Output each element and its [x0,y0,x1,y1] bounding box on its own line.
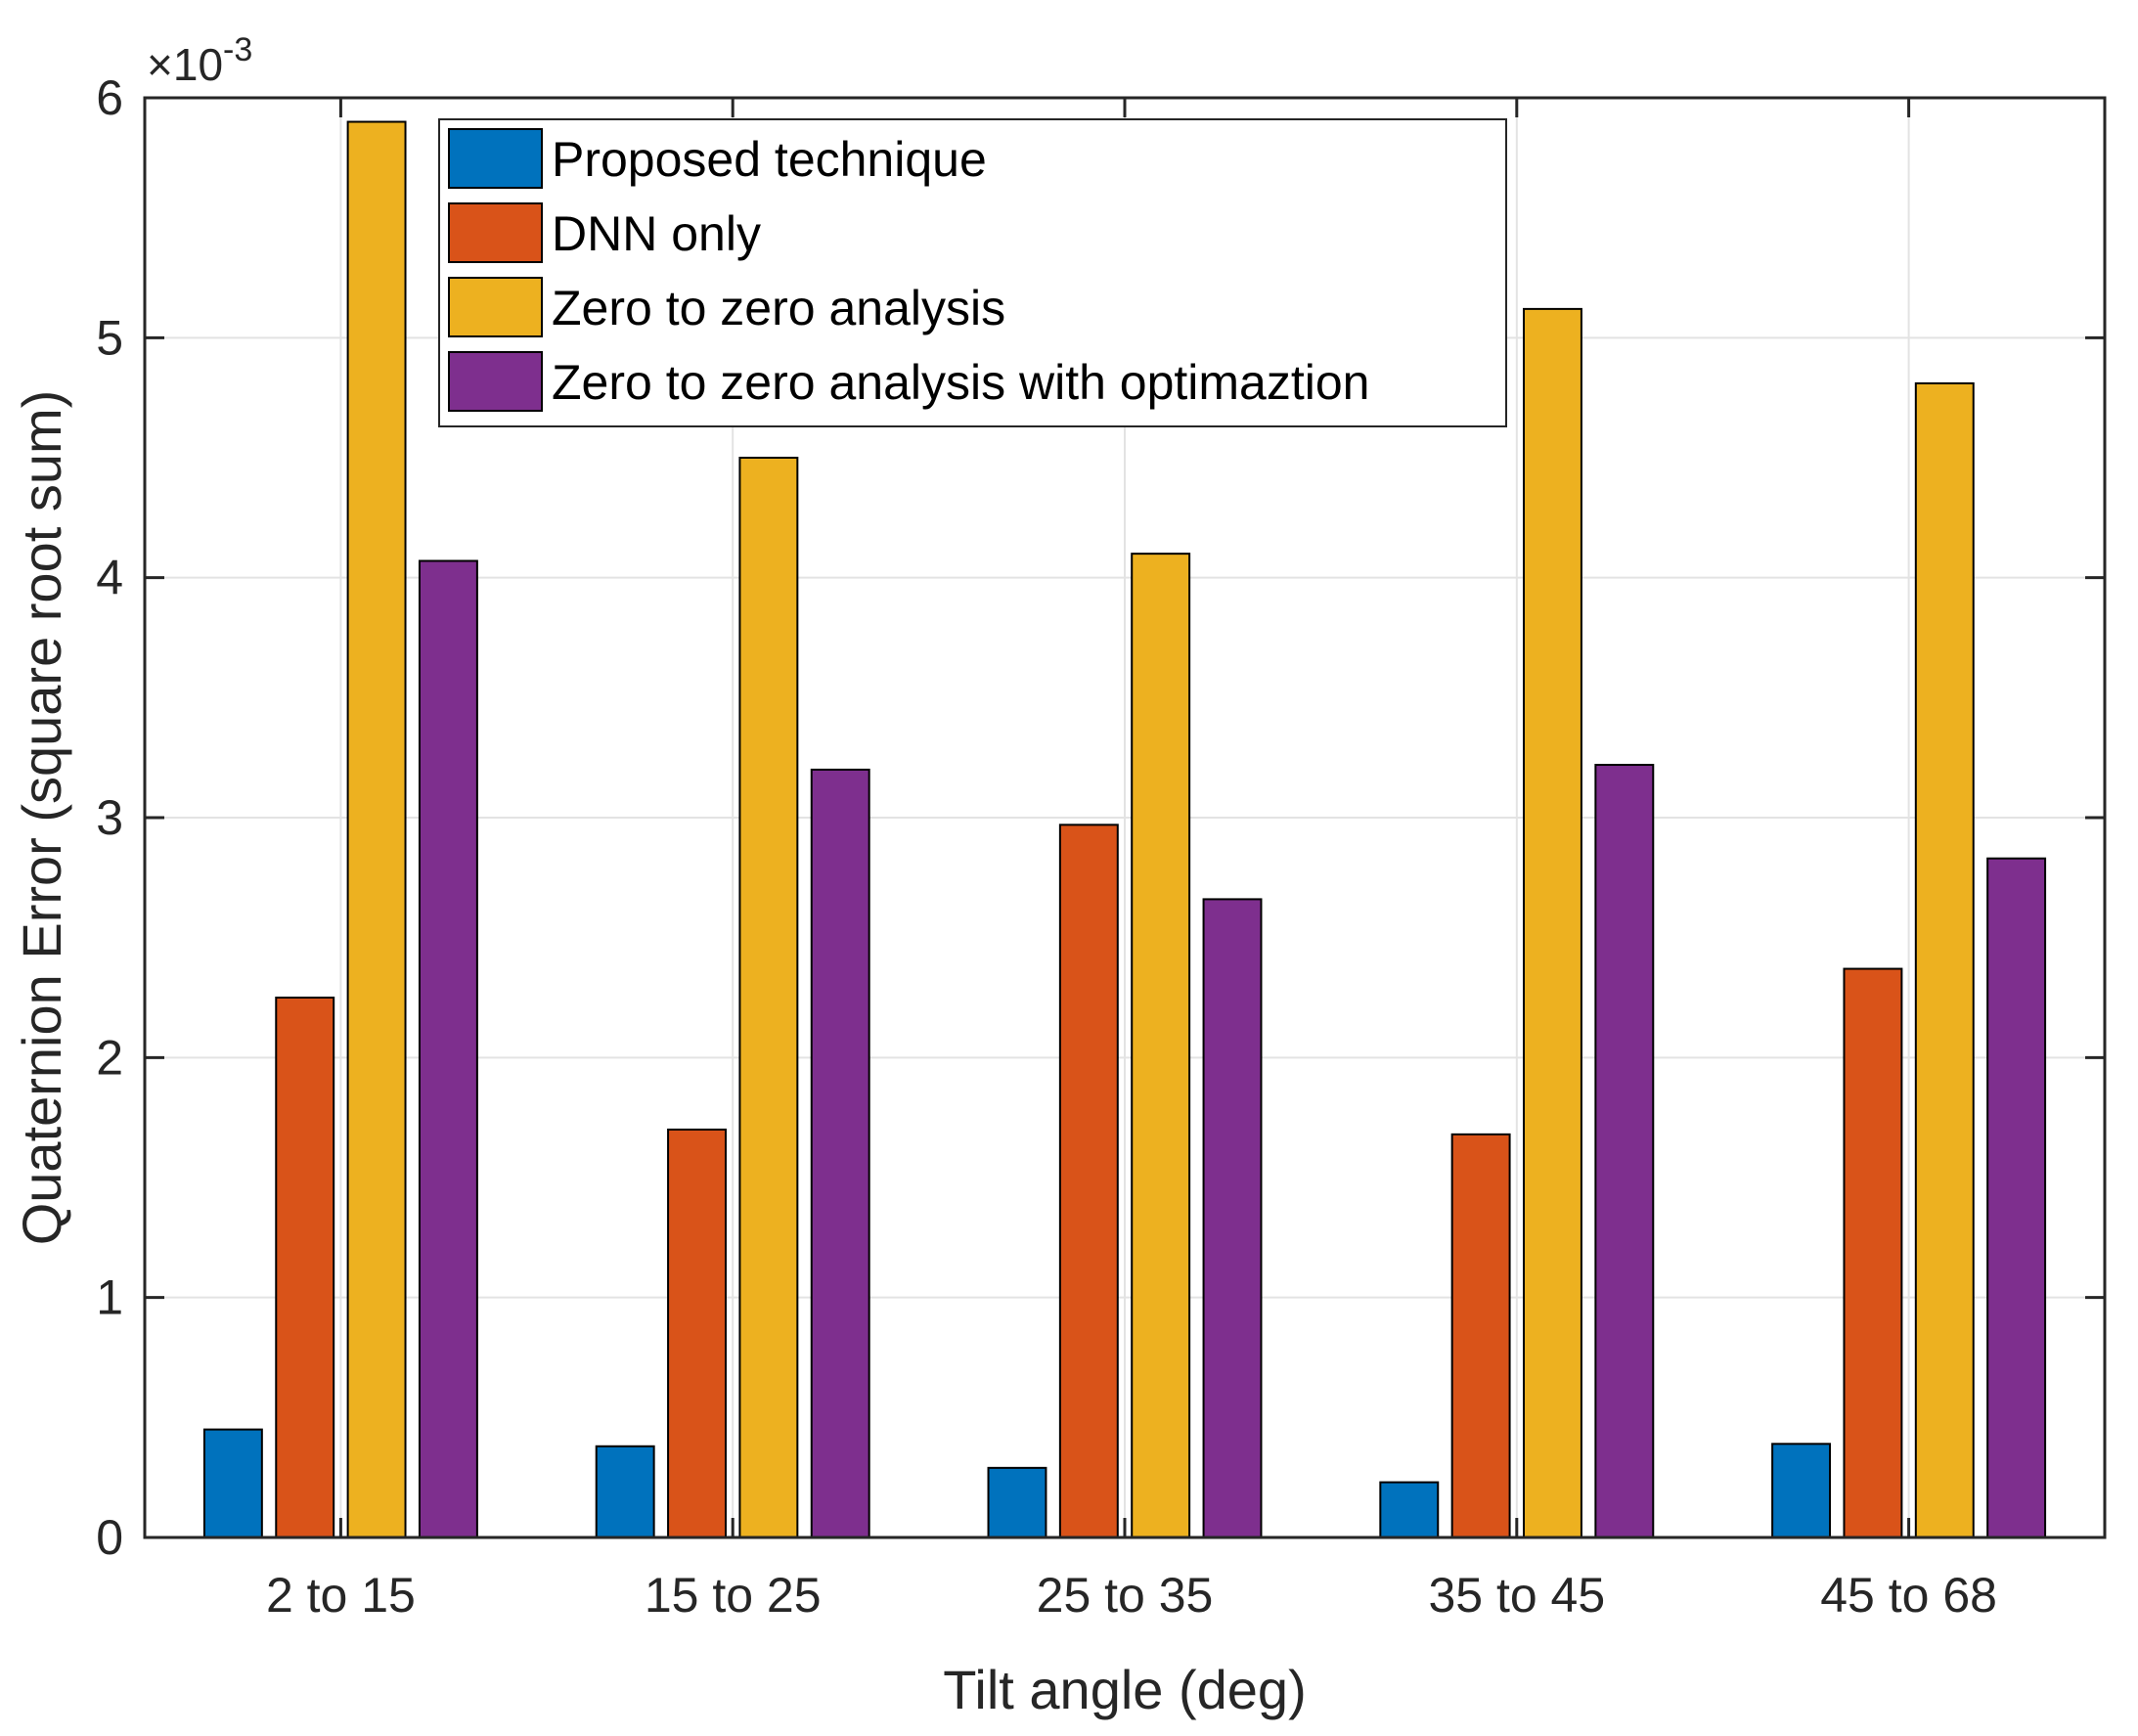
y-tick-label: 2 [96,1030,123,1085]
x-tick-label: 45 to 68 [1820,1568,1997,1623]
legend-swatch [448,351,543,412]
bar-proposed-technique [202,1428,263,1538]
bar-zero-to-zero-analysis [1914,381,1975,1538]
legend-label: DNN only [552,206,761,261]
legend-swatch [448,202,543,263]
y-tick-label: 1 [96,1270,123,1325]
y-tick-label: 4 [96,551,123,605]
bars [202,120,2047,1539]
legend-label: Zero to zero analysis with optimaztion [552,355,1369,410]
bar-dnn-only [1058,823,1119,1538]
bar-zero-to-zero-analysis-with-optimaztion [810,768,870,1538]
legend-box [438,118,1507,427]
legend-swatch [448,277,543,337]
bar-proposed-technique [987,1466,1047,1539]
bar-dnn-only [667,1128,727,1539]
y-exponent-label: ×10-3 [147,31,252,90]
x-tick-label: 2 to 15 [266,1568,416,1623]
bar-proposed-technique [1379,1481,1440,1539]
x-axis-title: Tilt angle (deg) [943,1659,1306,1720]
legend-label: Proposed technique [552,132,987,187]
legend: Proposed technique DNN only Zero to zero a… [438,118,1507,427]
bar-zero-to-zero-analysis-with-optimaztion [418,559,478,1538]
bar-zero-to-zero-analysis [1131,553,1191,1538]
x-tick-label: 25 to 35 [1037,1568,1214,1623]
bar-dnn-only [1843,967,1903,1538]
bar-zero-to-zero-analysis [1523,307,1582,1539]
x-tick-label: 35 to 45 [1428,1568,1605,1623]
y-tick-label: 5 [96,310,123,365]
y-tick-label: 6 [96,70,123,125]
bar-proposed-technique [595,1445,655,1538]
bar-dnn-only [275,997,335,1538]
y-axis-title: Quaternion Error (square root sum) [11,390,72,1246]
axes: 0 1 2 3 4 5 6 2 to 15 15 to 25 25 to 35 35 to 45 45… [96,70,2105,1623]
bar-zero-to-zero-analysis-with-optimaztion [1986,857,2047,1538]
y-tick-label: 0 [96,1510,123,1565]
bar-proposed-technique [1771,1443,1832,1538]
legend-label: Zero to zero analysis [552,281,1005,335]
y-tick-label: 3 [96,790,123,845]
bar-zero-to-zero-analysis-with-optimaztion [1202,898,1263,1538]
bar-dnn-only [1450,1133,1511,1538]
bar-zero-to-zero-analysis-with-optimaztion [1594,764,1655,1538]
bar-zero-to-zero-analysis [738,457,799,1538]
bar-zero-to-zero-analysis [346,120,407,1539]
x-tick-label: 15 to 25 [645,1568,822,1623]
legend-swatch [448,128,543,189]
